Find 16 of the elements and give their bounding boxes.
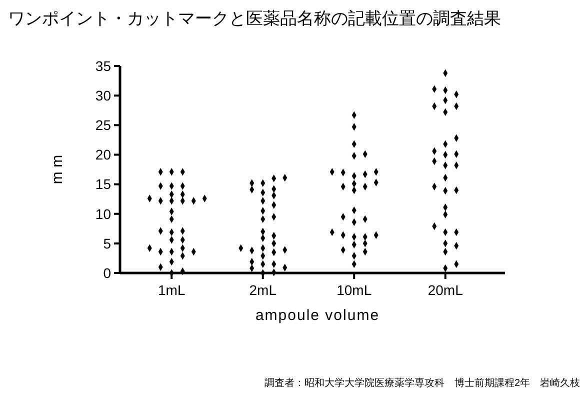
x-tick-label: 2mL	[249, 282, 277, 298]
y-tick-label: 25	[95, 117, 112, 134]
y-tick-label: 15	[95, 176, 112, 192]
x-tick-label: 20mL	[428, 282, 464, 298]
y-axis-title: m m	[49, 154, 66, 184]
y-tick-label: 20	[95, 146, 112, 163]
chart-title: ワンポイント・カットマークと医薬品名称の記載位置の調査結果	[8, 9, 501, 28]
x-tick-label: 10mL	[336, 282, 372, 298]
y-tick-label: 35	[95, 58, 112, 74]
text: 調査者：昭和大学大学院医療薬学専攻科 博士前期課程2年 岩崎久枝	[264, 377, 580, 389]
x-tick-label: 1mL	[158, 282, 186, 298]
y-tick-label: 5	[103, 235, 112, 252]
x-axis-title: ampoule volume	[255, 307, 380, 324]
y-tick-label: 0	[103, 264, 112, 281]
y-tick-label: 30	[95, 87, 112, 104]
y-tick-label: 10	[95, 206, 112, 222]
